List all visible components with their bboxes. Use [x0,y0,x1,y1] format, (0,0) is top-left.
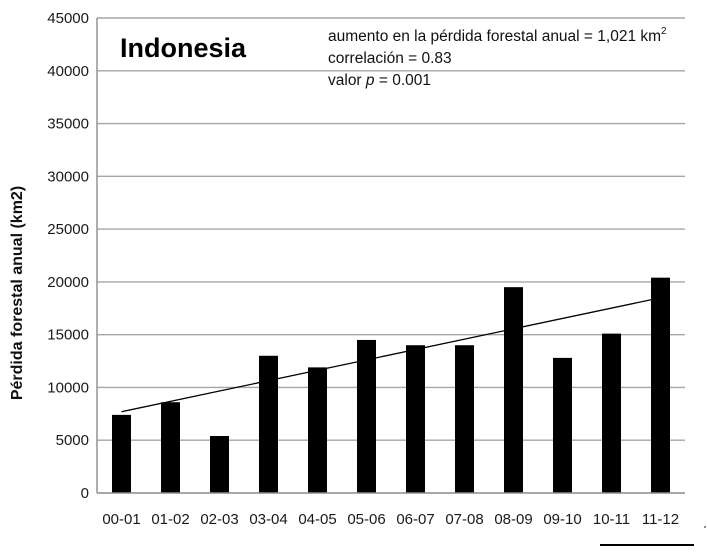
y-tick-label: 45000 [47,10,89,27]
x-tick-label: 11-12 [642,511,679,528]
annotation-p-value: valor p = 0.001 [328,72,431,89]
annotation-p-symbol: p [365,72,375,89]
annotation-p-suffix: = 0.001 [375,72,431,89]
y-tick-label: 30000 [47,168,89,185]
bar [553,357,572,493]
y-tick-label: 25000 [47,221,89,238]
bars [112,277,670,493]
gridlines [97,17,685,441]
chart-title: Indonesia [120,33,247,63]
x-tick-label: 00-01 [102,511,140,528]
bar [308,367,327,493]
bar [210,436,229,493]
bar [651,277,670,493]
x-tick-label: 03-04 [249,511,287,528]
y-tick-label: 40000 [47,63,89,80]
trendline [121,297,661,413]
annotation-slope: aumento en la pérdida forestal anual = 1… [328,26,667,45]
annotation-correlation: correlación = 0.83 [328,50,452,67]
x-tick-label: 01-02 [151,511,189,528]
y-tick-labels: 0 5000 10000 15000 20000 25000 30000 35000 40000… [47,10,89,502]
y-axis-label: Pérdida forestal anual (km2) [9,186,26,400]
y-tick-label: 0 [81,485,89,502]
x-tick-label: 07-08 [445,511,483,528]
axes [96,18,685,494]
y-tick-label: 15000 [47,327,89,344]
y-tick-label: 10000 [47,379,89,396]
y-tick-label: 35000 [47,116,89,133]
bar [357,339,376,493]
x-tick-label: 08-09 [494,511,532,528]
x-tick-label: 05-06 [347,511,385,528]
x-tick-labels: 00-01 01-02 02-03 03-04 04-05 05-06 06-07 07-08… [102,511,679,528]
bar [161,402,180,493]
corner-dot [704,526,706,528]
bar [504,287,523,493]
x-tick-label: 06-07 [396,511,434,528]
x-tick-label: 10-11 [593,511,630,528]
x-tick-label: 09-10 [543,511,581,528]
trendline-group [121,297,661,413]
annotation-slope-text: aumento en la pérdida forestal anual = 1… [328,28,661,45]
bar [259,355,278,493]
bar [602,333,621,493]
bar [112,414,131,493]
bar [406,345,425,493]
x-tick-label: 02-03 [200,511,238,528]
bar [455,345,474,493]
y-tick-label: 20000 [47,274,89,291]
y-tick-label: 5000 [56,432,89,449]
annotation-slope-superscript: 2 [661,26,667,37]
x-tick-label: 04-05 [298,511,336,528]
annotation-p-prefix: valor [328,72,366,89]
